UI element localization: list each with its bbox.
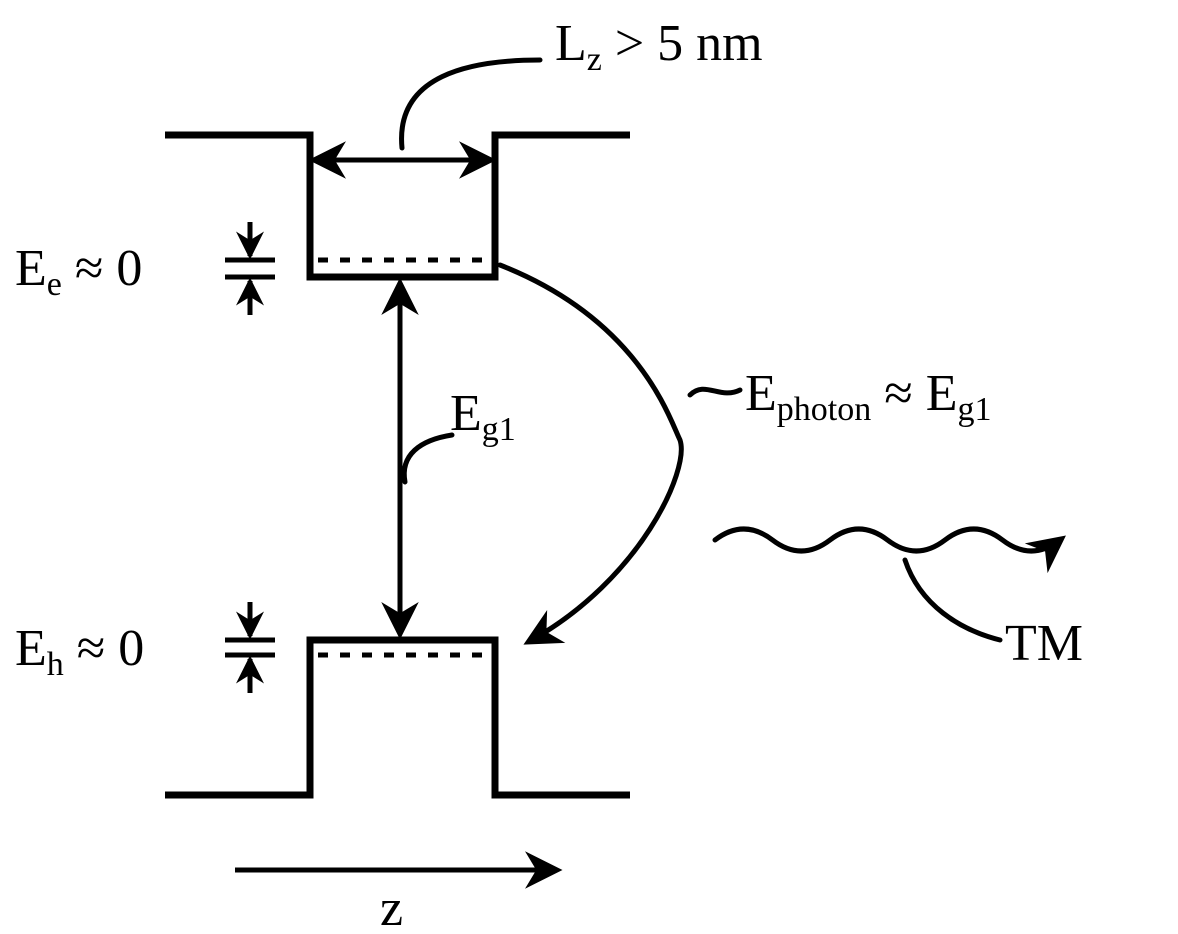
label-Ee: Ee ≈ 0 xyxy=(15,240,142,303)
label-Ephoton: Ephoton ≈ Eg1 xyxy=(745,365,992,428)
label-Eh: Eh ≈ 0 xyxy=(15,620,144,683)
quantum-well-band-diagram: Lz > 5 nm Ee ≈ 0 Eh ≈ 0 Eg1 Ephoton ≈ Eg… xyxy=(0,0,1178,934)
label-Lz: Lz > 5 nm xyxy=(555,15,763,78)
label-TM: TM xyxy=(1005,615,1083,672)
label-Eg1: Eg1 xyxy=(450,385,516,448)
diagram-geometry xyxy=(165,60,1060,870)
z-axis-label: z xyxy=(380,880,403,934)
